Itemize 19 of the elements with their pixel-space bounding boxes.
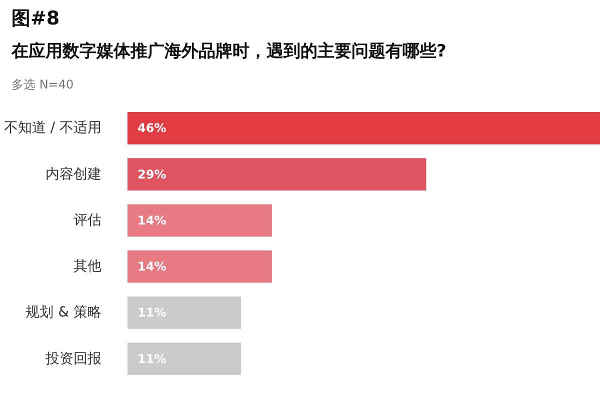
data-label: 14% bbox=[138, 213, 166, 228]
data-label: 29% bbox=[138, 167, 166, 182]
chart-title: 图#8 bbox=[12, 8, 60, 30]
y-tick-label: 其他 bbox=[74, 258, 102, 275]
data-label: 14% bbox=[138, 260, 166, 274]
data-label: 46% bbox=[138, 121, 166, 136]
bar bbox=[128, 296, 242, 329]
bar bbox=[128, 112, 600, 144]
y-tick-label: 规划 & 策略 bbox=[26, 304, 102, 321]
chart-subtitle: 在应用数字媒体推广海外品牌时，遇到的主要问题有哪些? bbox=[10, 42, 446, 62]
text: 多选 N=40 bbox=[12, 78, 74, 92]
y-tick-label: 内容创建 bbox=[46, 166, 102, 182]
bar bbox=[128, 250, 272, 283]
bar bbox=[128, 342, 242, 376]
y-tick-label: 不知道 / 不适用 bbox=[4, 120, 102, 136]
bar bbox=[128, 158, 426, 190]
bar bbox=[128, 204, 272, 237]
y-tick-label: 评估 bbox=[74, 212, 102, 228]
y-tick-label: 投资回报 bbox=[44, 350, 102, 367]
